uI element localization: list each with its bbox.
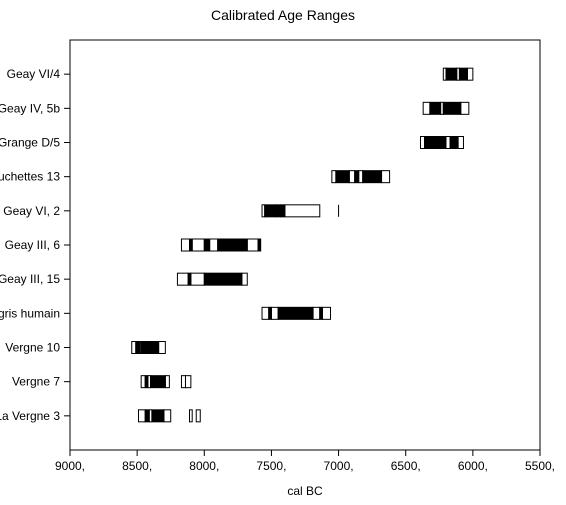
chart-root: { "chart": { "type": "range-bar", "title…: [0, 0, 566, 505]
chart-svg: Calibrated Age Ranges 9000, 8500, 8000, 7500…: [0, 0, 566, 505]
plot-frame: [70, 40, 540, 450]
range-segment: [443, 102, 460, 114]
range-segment: [210, 239, 218, 251]
range-segment: [275, 205, 280, 217]
range-segment: [145, 410, 149, 422]
range-segment: [420, 137, 424, 149]
range-segment: [446, 68, 457, 80]
range-segment: [177, 273, 188, 285]
range-segment: [313, 307, 320, 319]
range-segment: [258, 239, 261, 251]
x-tick-label: 8000,: [189, 459, 219, 473]
series-label: Geay VI, 2: [3, 204, 60, 218]
series-label: La Vergne 3: [0, 409, 60, 423]
range-segment: [423, 102, 430, 114]
series-label: Ouchettes 13: [0, 170, 60, 184]
range-segment: [132, 342, 136, 354]
range-segment: [458, 137, 463, 149]
range-segment: [446, 137, 450, 149]
range-segment: [136, 342, 140, 354]
x-tick-label: 7500,: [256, 459, 286, 473]
range-segment: [191, 273, 204, 285]
range-segment: [204, 273, 242, 285]
x-tick-label: 7000,: [324, 459, 354, 473]
range-segment: [185, 376, 190, 388]
series-label: Geay VI/4: [7, 67, 61, 81]
x-axis-label: cal BC: [287, 484, 323, 498]
range-segment: [242, 273, 247, 285]
x-tick-label: 5500,: [525, 459, 555, 473]
range-segment: [141, 376, 145, 388]
range-segment: [151, 376, 166, 388]
series-label: Geay III, 15: [0, 272, 60, 286]
range-segment: [322, 307, 330, 319]
range-segment: [285, 205, 320, 217]
range-segment: [382, 171, 390, 183]
range-segment: [141, 342, 158, 354]
range-segment: [218, 239, 248, 251]
range-segment: [278, 307, 313, 319]
series-label: Grange D/5: [0, 136, 60, 150]
range-segment: [165, 376, 169, 388]
range-segment: [265, 205, 276, 217]
chart-title: Calibrated Age Ranges: [211, 7, 355, 23]
range-segment: [190, 410, 193, 422]
range-segment: [359, 171, 363, 183]
range-segment: [181, 376, 185, 388]
range-segment: [152, 410, 164, 422]
range-segment: [181, 239, 189, 251]
range-segment: [349, 171, 354, 183]
range-segment: [192, 239, 204, 251]
series-label: Geay IV, 5b: [0, 101, 60, 115]
range-segment: [467, 68, 472, 80]
series-label: Vergne 10: [5, 341, 60, 355]
series-label: Geay III, 6: [5, 238, 61, 252]
series-label: Vergne 7: [12, 375, 60, 389]
range-segment: [204, 239, 209, 251]
range-segment: [336, 171, 349, 183]
range-segment: [363, 171, 382, 183]
range-segment: [281, 205, 285, 217]
range-segment: [459, 68, 467, 80]
x-tick-label: 6000,: [458, 459, 488, 473]
range-segment: [461, 102, 469, 114]
series-label: Agris humain: [0, 306, 60, 320]
range-segment: [164, 410, 171, 422]
x-tick-label: 9000,: [55, 459, 85, 473]
range-segment: [196, 410, 200, 422]
range-segment: [355, 171, 359, 183]
range-segment: [271, 307, 278, 319]
range-segment: [262, 307, 269, 319]
range-segment: [159, 342, 166, 354]
x-tick-label: 6500,: [391, 459, 421, 473]
range-segment: [138, 410, 145, 422]
range-segment: [332, 171, 336, 183]
range-segment: [430, 102, 441, 114]
x-tick-label: 8500,: [122, 459, 152, 473]
range-segment: [247, 239, 258, 251]
range-segment: [425, 137, 446, 149]
range-segment: [450, 137, 458, 149]
